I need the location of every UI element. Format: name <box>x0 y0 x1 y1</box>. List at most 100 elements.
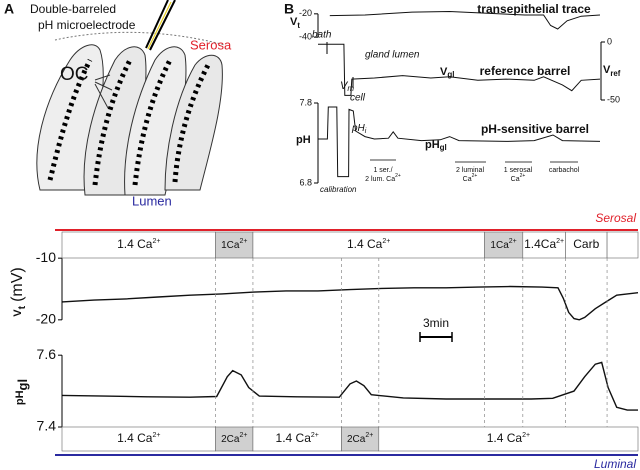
segment-label: 1.4 Ca2+ <box>276 431 319 445</box>
segment-sup: 2+ <box>365 432 373 439</box>
segment-sup: 2+ <box>311 432 319 439</box>
segment-text: 1.4 Ca <box>276 431 312 445</box>
trace-title: transepithelial trace <box>477 2 591 16</box>
phgl-main: pH <box>425 139 440 151</box>
lumen-label: Lumen <box>132 193 172 208</box>
electrode <box>145 0 176 51</box>
vm-label: Vm <box>340 80 354 93</box>
event-label: 1 ser./ <box>373 167 392 174</box>
segment-text: 1.4 Ca <box>347 237 383 251</box>
label: Vt <box>290 16 300 30</box>
segment-label: 2Ca2+ <box>221 432 247 445</box>
label-main: V <box>603 64 611 76</box>
y-tick-label: 7.8 <box>299 97 312 107</box>
band-label: Serosal <box>595 211 636 225</box>
label-sub: gl <box>15 379 30 391</box>
gland-lumen-label: gland lumen <box>365 50 420 61</box>
label: Vt (mV) <box>9 267 28 316</box>
y-tick-label: -50 <box>607 94 620 104</box>
protocol-segment <box>215 231 254 259</box>
scale-label: 3min <box>423 316 449 330</box>
cell-label: cell <box>350 93 366 104</box>
segment-sup: 2+ <box>152 238 160 245</box>
segment-text: 1.4Ca <box>524 237 556 251</box>
segment-sup: 2+ <box>239 432 247 439</box>
label: pH <box>296 134 311 146</box>
vgl-label: Vgl <box>440 66 454 79</box>
trace <box>61 361 638 411</box>
segment-sup: 2+ <box>509 238 517 245</box>
segment-label: 2Ca2+ <box>347 432 373 445</box>
label-sub: ref <box>610 69 620 78</box>
segment-sup: 2+ <box>239 238 247 245</box>
protocol-segment <box>341 426 380 452</box>
phi-label: pHi <box>351 123 367 135</box>
phi-main: pH <box>351 123 366 134</box>
segment-label: 1.4Ca2+ <box>524 237 564 251</box>
y-tick-label: 7.6 <box>37 346 57 362</box>
segment-label: 1.4 Ca2+ <box>347 237 390 251</box>
tissue-drawing <box>36 31 226 196</box>
y-tick-label: -10 <box>36 249 56 265</box>
segment-text: 2Ca <box>221 434 240 445</box>
event-sup: 2+ <box>395 173 401 179</box>
protocol-segment <box>606 231 639 259</box>
protocol-segment <box>565 231 608 259</box>
serosa-label: Serosa <box>190 37 232 52</box>
segment-text: Carb <box>573 237 599 251</box>
phgl-label: pHgl <box>425 139 447 152</box>
y-tick-label: 7.4 <box>37 418 57 434</box>
trace <box>318 106 601 178</box>
trace-title: reference barrel <box>480 64 571 78</box>
label-main: pH <box>14 390 26 405</box>
segment-label: 1.4 Ca2+ <box>117 237 160 251</box>
label-main: pH <box>296 134 311 146</box>
segment-sup: 2+ <box>556 238 564 245</box>
event-label: 1 serosal <box>504 167 533 174</box>
y-tick-label: 0 <box>607 36 612 46</box>
oc-label: OC <box>60 64 89 85</box>
segment-sup: 2+ <box>382 238 390 245</box>
vgl-main: V <box>440 66 448 78</box>
label-main: V <box>290 16 298 28</box>
event-label: 2 luminal <box>456 167 484 174</box>
event-label: Ca2+ <box>511 173 526 183</box>
electrode-label: Double-barreled <box>30 2 116 16</box>
segment-text: 1.4 Ca <box>117 431 153 445</box>
trace <box>329 10 601 30</box>
protocol-segment <box>522 231 566 259</box>
panel-label: B <box>284 1 294 17</box>
event-sup: 2+ <box>472 173 478 179</box>
protocol-segment <box>215 426 254 452</box>
panel-label: A <box>4 1 14 17</box>
y-tick-label: -20 <box>36 311 56 327</box>
electrode-label: pH microelectrode <box>38 18 136 32</box>
protocol-segment <box>252 426 342 452</box>
segment-sup: 2+ <box>152 432 160 439</box>
calibration-label: calibration <box>320 185 357 194</box>
segment-text: 1.4 Ca <box>487 431 523 445</box>
segment-label: 1Ca2+ <box>490 238 516 251</box>
y-tick-label: -20 <box>299 8 312 18</box>
phi-sub: i <box>365 128 367 135</box>
label-sub: t <box>17 305 28 309</box>
trace <box>318 43 601 96</box>
event-main: Ca <box>463 176 472 183</box>
b-events: 1 ser./ 2 lum. Ca2+ 2 luminal Ca2+ 1 ser… <box>365 159 580 183</box>
event-label: Ca2+ <box>463 173 478 183</box>
bath-label: bath <box>312 30 332 41</box>
label-sub: t <box>297 21 300 30</box>
event-sup: 2+ <box>520 173 526 179</box>
y-tick-label: 6.8 <box>299 177 312 187</box>
phgl-sub: gl <box>440 143 447 152</box>
label: pHgl <box>14 379 31 405</box>
segment-label: 1.4 Ca2+ <box>487 431 530 445</box>
segment-text: 1Ca <box>221 240 240 251</box>
label-unit: (mV) <box>9 267 26 302</box>
vgl-sub: gl <box>447 70 454 79</box>
event-main: Ca <box>511 176 520 183</box>
event-label: 2 lum. Ca2+ <box>365 173 401 183</box>
y-tick-label: -40 <box>299 32 312 42</box>
